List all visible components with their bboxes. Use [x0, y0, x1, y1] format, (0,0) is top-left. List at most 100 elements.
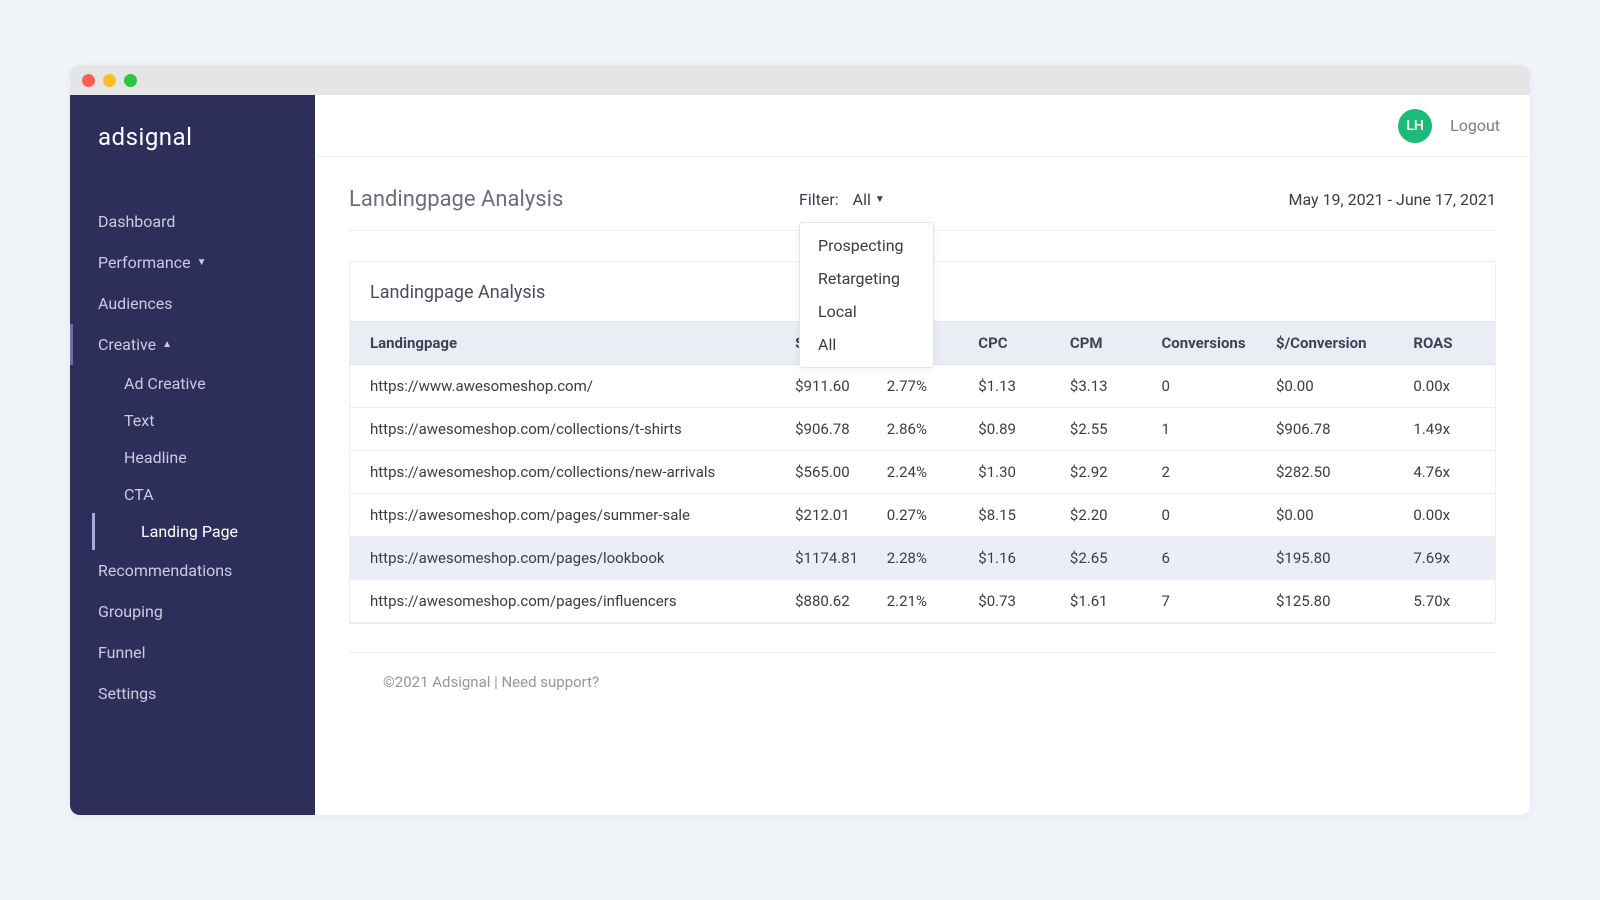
sidebar-subitem-landing-page[interactable]: Landing Page: [92, 513, 315, 550]
page-title: Landingpage Analysis: [349, 187, 799, 212]
cell-lp: https://awesomeshop.com/pages/lookbook: [350, 537, 785, 580]
cell-conv: 1: [1151, 408, 1266, 451]
sidebar-item-audiences[interactable]: Audiences: [70, 283, 315, 324]
cell-dpc: $0.00: [1266, 494, 1403, 537]
cell-dpc: $125.80: [1266, 580, 1403, 623]
cell-cpm: $2.55: [1060, 408, 1152, 451]
table-row[interactable]: https://awesomeshop.com/pages/summer-sal…: [350, 494, 1495, 537]
table-body: https://www.awesomeshop.com/$911.602.77%…: [350, 365, 1495, 623]
cell-conv: 6: [1151, 537, 1266, 580]
sidebar-item-creative[interactable]: Creative ▲: [70, 324, 315, 365]
cell-dpc: $195.80: [1266, 537, 1403, 580]
cell-ctr: 2.21%: [877, 580, 969, 623]
cell-roas: 7.69x: [1403, 537, 1495, 580]
topbar: LH Logout: [315, 95, 1530, 157]
sidebar-subitem-ad-creative[interactable]: Ad Creative: [80, 365, 315, 402]
cell-cpc: $0.89: [968, 408, 1060, 451]
main-area: LH Logout Landingpage Analysis Filter: A…: [315, 95, 1530, 815]
filter-option-prospecting[interactable]: Prospecting: [800, 229, 933, 262]
cell-lp: https://awesomeshop.com/pages/influencer…: [350, 580, 785, 623]
sidebar-item-label: Recommendations: [98, 561, 232, 580]
cell-spend: $565.00: [785, 451, 877, 494]
cell-cpm: $3.13: [1060, 365, 1152, 408]
avatar[interactable]: LH: [1398, 109, 1432, 143]
cell-dpc: $0.00: [1266, 365, 1403, 408]
sidebar-subitem-text[interactable]: Text: [80, 402, 315, 439]
date-range[interactable]: May 19, 2021 - June 17, 2021: [1288, 190, 1496, 209]
sidebar-item-label: Performance: [98, 253, 191, 272]
sidebar-item-funnel[interactable]: Funnel: [70, 632, 315, 673]
cell-spend: $1174.81: [785, 537, 877, 580]
filter-option-local[interactable]: Local: [800, 295, 933, 328]
cell-ctr: 2.86%: [877, 408, 969, 451]
caret-up-icon: ▲: [162, 339, 172, 350]
column-header-roas[interactable]: ROAS: [1403, 322, 1495, 365]
cell-ctr: 2.77%: [877, 365, 969, 408]
cell-cpm: $2.20: [1060, 494, 1152, 537]
logout-link[interactable]: Logout: [1450, 116, 1500, 135]
caret-down-icon: ▼: [197, 257, 207, 268]
cell-lp: https://awesomeshop.com/collections/new-…: [350, 451, 785, 494]
column-header--conversion[interactable]: $/Conversion: [1266, 322, 1403, 365]
sidebar: adsignal DashboardPerformance▼AudiencesC…: [70, 95, 315, 815]
cell-spend: $911.60: [785, 365, 877, 408]
cell-conv: 2: [1151, 451, 1266, 494]
sidebar-item-performance[interactable]: Performance ▼: [70, 242, 315, 283]
table-row[interactable]: https://awesomeshop.com/pages/lookbook$1…: [350, 537, 1495, 580]
cell-cpm: $2.65: [1060, 537, 1152, 580]
footer: ©2021 Adsignal | Need support?: [349, 652, 1496, 711]
sidebar-item-grouping[interactable]: Grouping: [70, 591, 315, 632]
filter-current-value: All: [853, 190, 871, 209]
cell-roas: 4.76x: [1403, 451, 1495, 494]
cell-spend: $880.62: [785, 580, 877, 623]
cell-dpc: $906.78: [1266, 408, 1403, 451]
sidebar-subitem-cta[interactable]: CTA: [80, 476, 315, 513]
sidebar-item-label: Creative: [98, 335, 156, 354]
page-header: Landingpage Analysis Filter: All ▼ Prosp…: [349, 187, 1496, 231]
cell-ctr: 2.28%: [877, 537, 969, 580]
sidebar-subnav: Ad CreativeTextHeadlineCTALanding Page: [70, 365, 315, 550]
window-close-dot[interactable]: [82, 74, 95, 87]
sidebar-item-dashboard[interactable]: Dashboard: [70, 201, 315, 242]
cell-lp: https://awesomeshop.com/pages/summer-sal…: [350, 494, 785, 537]
filter-area: Filter: All ▼ ProspectingRetargetingLoca…: [799, 190, 885, 209]
table-row[interactable]: https://awesomeshop.com/collections/new-…: [350, 451, 1495, 494]
cell-roas: 0.00x: [1403, 365, 1495, 408]
column-header-cpc[interactable]: CPC: [968, 322, 1060, 365]
cell-lp: https://awesomeshop.com/collections/t-sh…: [350, 408, 785, 451]
table-row[interactable]: https://awesomeshop.com/collections/t-sh…: [350, 408, 1495, 451]
filter-dropdown-menu: ProspectingRetargetingLocalAll: [799, 222, 934, 368]
sidebar-item-recommendations[interactable]: Recommendations: [70, 550, 315, 591]
cell-ctr: 2.24%: [877, 451, 969, 494]
cell-conv: 0: [1151, 494, 1266, 537]
sidebar-subitem-headline[interactable]: Headline: [80, 439, 315, 476]
table-row[interactable]: https://awesomeshop.com/pages/influencer…: [350, 580, 1495, 623]
brand-logo: adsignal: [70, 123, 315, 201]
sidebar-item-label: Dashboard: [98, 212, 175, 231]
cell-roas: 0.00x: [1403, 494, 1495, 537]
window-minimize-dot[interactable]: [103, 74, 116, 87]
filter-option-all[interactable]: All: [800, 328, 933, 361]
sidebar-item-label: Funnel: [98, 643, 146, 662]
cell-cpc: $1.30: [968, 451, 1060, 494]
cell-ctr: 0.27%: [877, 494, 969, 537]
sidebar-item-settings[interactable]: Settings: [70, 673, 315, 714]
cell-dpc: $282.50: [1266, 451, 1403, 494]
window-maximize-dot[interactable]: [124, 74, 137, 87]
window-title-bar: [70, 65, 1530, 95]
cell-cpc: $0.73: [968, 580, 1060, 623]
cell-conv: 0: [1151, 365, 1266, 408]
cell-cpc: $8.15: [968, 494, 1060, 537]
browser-window: adsignal DashboardPerformance▼AudiencesC…: [70, 65, 1530, 815]
column-header-conversions[interactable]: Conversions: [1151, 322, 1266, 365]
table-row[interactable]: https://www.awesomeshop.com/$911.602.77%…: [350, 365, 1495, 408]
cell-spend: $212.01: [785, 494, 877, 537]
cell-cpm: $2.92: [1060, 451, 1152, 494]
column-header-cpm[interactable]: CPM: [1060, 322, 1152, 365]
column-header-landingpage[interactable]: Landingpage: [350, 322, 785, 365]
filter-dropdown-toggle[interactable]: All ▼: [853, 190, 885, 209]
nav-list: Dashboard Performance ▼ Audiences Creative ▲ A…: [70, 201, 315, 714]
cell-spend: $906.78: [785, 408, 877, 451]
cell-cpc: $1.13: [968, 365, 1060, 408]
filter-option-retargeting[interactable]: Retargeting: [800, 262, 933, 295]
